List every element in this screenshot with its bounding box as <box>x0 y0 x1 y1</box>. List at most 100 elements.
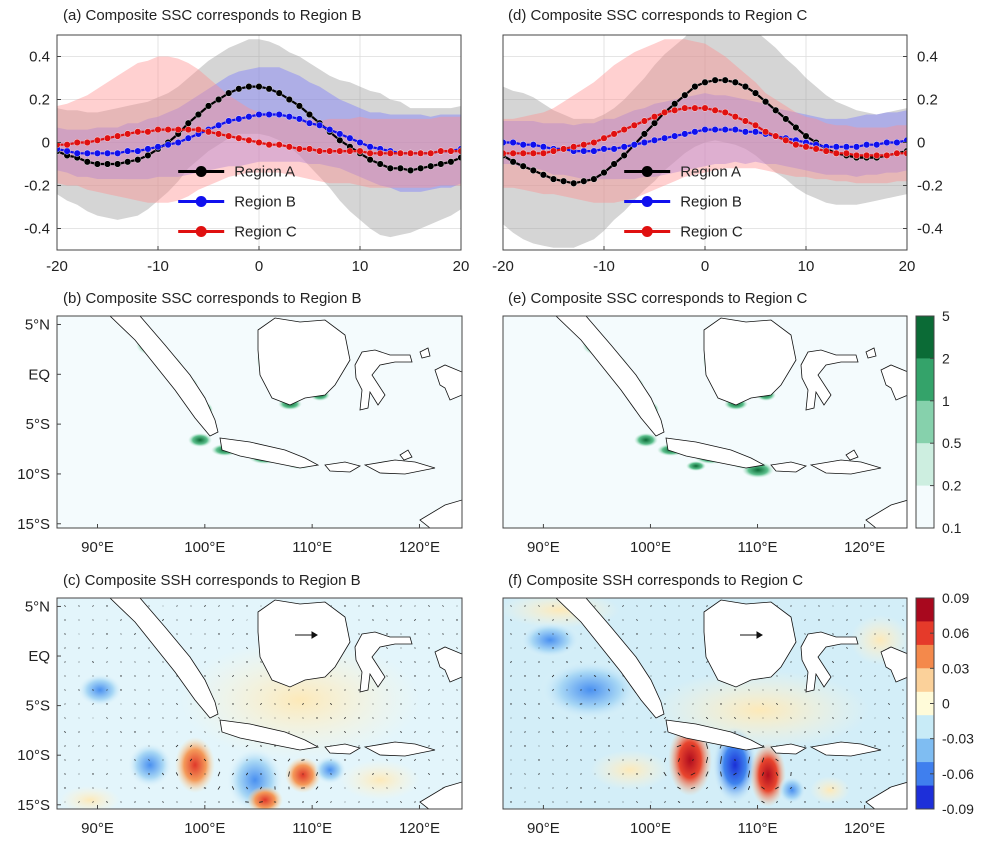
data-point <box>519 149 527 157</box>
x-tick-label: 120°E <box>844 820 885 837</box>
vector-arrow <box>106 717 108 719</box>
data-point <box>83 158 91 166</box>
data-point <box>610 130 618 138</box>
data-point <box>863 151 871 159</box>
panel-e-title: (e) Composite SSC corresponds to Region … <box>508 290 807 307</box>
vector-arrow <box>538 605 540 607</box>
vector-arrow <box>720 771 722 777</box>
vector-arrow <box>775 786 779 790</box>
data-point <box>63 141 71 149</box>
colorbar-tick-label: -0.06 <box>942 766 974 782</box>
vector-arrow <box>218 703 220 705</box>
vector-arrow <box>92 633 94 635</box>
vector-dot <box>818 619 820 621</box>
data-point <box>711 106 719 114</box>
x-tick-label: 100°E <box>630 820 671 837</box>
vector-arrow <box>428 605 430 607</box>
vector-arrow <box>552 619 554 621</box>
data-point <box>306 145 314 153</box>
data-point <box>285 143 293 151</box>
data-point <box>134 128 142 136</box>
band-region-c <box>503 39 907 203</box>
data-point <box>204 102 212 110</box>
data-point <box>225 117 233 125</box>
panel-a-lines <box>57 83 461 174</box>
vector-arrow <box>818 689 820 691</box>
vector-arrow <box>524 605 526 607</box>
x-tick-label: 90°E <box>527 820 560 837</box>
data-point <box>519 141 527 149</box>
vector-arrow <box>552 787 554 789</box>
vector-arrow <box>428 759 430 761</box>
vector-arrow <box>565 745 569 747</box>
data-point <box>610 160 618 168</box>
vector-arrow <box>120 717 122 719</box>
vector-arrow <box>607 702 611 706</box>
vector-arrow <box>414 759 416 761</box>
data-point <box>651 113 659 121</box>
y-tick-label: 0 <box>42 135 50 152</box>
vector-arrow <box>148 759 150 761</box>
x-tick-label: 90°E <box>527 539 560 556</box>
data-point <box>883 138 891 146</box>
vector-arrow <box>691 745 695 747</box>
y-tick-label: 0.4 <box>917 49 938 66</box>
panel-b-land <box>109 316 462 528</box>
vector-dot <box>274 745 276 747</box>
data-point <box>265 110 273 118</box>
vector-arrow <box>203 758 207 762</box>
data-point <box>893 138 901 146</box>
data-point <box>386 149 394 157</box>
vector-arrow <box>832 661 834 663</box>
vector-dot <box>190 647 192 649</box>
vector-arrow <box>846 773 848 775</box>
vector-arrow <box>636 801 638 803</box>
data-point <box>285 113 293 121</box>
colorbar-segment <box>916 358 934 402</box>
data-point <box>762 98 770 106</box>
vector-arrow <box>231 786 235 790</box>
x-tick-label: -20 <box>46 258 68 275</box>
vector-arrow <box>761 800 765 804</box>
data-point <box>640 130 648 138</box>
vector-arrow <box>78 619 80 621</box>
data-point <box>560 177 568 185</box>
data-point <box>610 145 618 153</box>
vector-arrow <box>692 703 694 705</box>
data-point <box>265 85 273 93</box>
vector-arrow <box>428 633 430 635</box>
vector-arrow <box>162 772 164 776</box>
vector-arrow <box>832 773 834 775</box>
vector-arrow <box>260 675 262 677</box>
vector-arrow <box>720 717 722 719</box>
data-point <box>620 143 628 151</box>
vector-arrow <box>789 787 793 789</box>
vector-arrow <box>579 647 583 649</box>
ssc-patch <box>188 433 212 447</box>
band-region-a <box>57 39 461 238</box>
vector-arrow <box>538 773 540 775</box>
vector-dot <box>414 675 416 677</box>
data-point <box>245 113 253 121</box>
vector-arrow <box>510 661 512 663</box>
vector-dot <box>636 633 638 635</box>
vector-arrow <box>804 633 806 635</box>
data-point <box>366 149 374 157</box>
vector-arrow <box>414 717 416 719</box>
vector-arrow <box>720 800 722 804</box>
vector-arrow <box>232 619 234 621</box>
data-point <box>701 104 709 112</box>
vector-arrow <box>594 759 596 761</box>
vector-arrow <box>846 731 848 733</box>
data-point <box>903 149 907 157</box>
data-point <box>144 145 152 153</box>
panel-b-ticks: 90°E 100°E 110°E 120°E 5°N EQ 5°S 10°S 15°S <box>17 316 440 556</box>
vector-arrow <box>664 801 666 803</box>
vector-arrow <box>316 731 318 733</box>
vector-arrow <box>538 731 540 733</box>
legend-marker <box>641 226 653 238</box>
vector-arrow <box>414 661 416 663</box>
data-point <box>336 136 344 144</box>
vector-dot <box>832 731 834 733</box>
